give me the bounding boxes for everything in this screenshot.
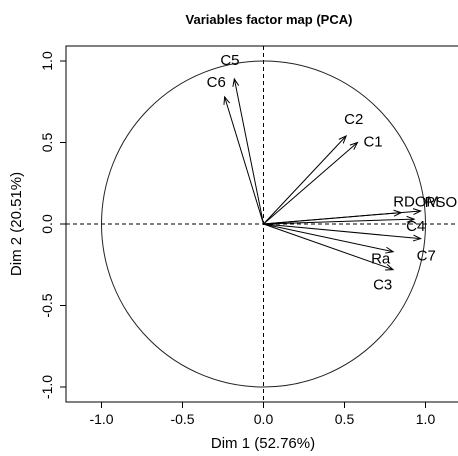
arrow-head bbox=[412, 208, 422, 215]
y-tick-label: 0.0 bbox=[39, 214, 55, 234]
y-tick-label: -0.5 bbox=[39, 293, 55, 317]
arrow-head bbox=[406, 215, 416, 223]
y-tick-label: 1.0 bbox=[39, 51, 55, 71]
arrow-head bbox=[412, 234, 422, 242]
x-axis: -1.0 -0.5 0.0 0.5 1.0 bbox=[89, 401, 436, 427]
variable-label-c3: C3 bbox=[373, 277, 392, 294]
variable-arrow-c2: C2 bbox=[263, 111, 363, 225]
variable-label-c4: C4 bbox=[406, 218, 425, 235]
y-tick-label: 0.5 bbox=[39, 133, 55, 153]
variable-arrow-c7: C7 bbox=[263, 223, 436, 265]
arrow-head bbox=[349, 141, 359, 150]
variable-label-c5: C5 bbox=[220, 52, 239, 69]
x-tick-label: 0.0 bbox=[254, 411, 274, 427]
variable-arrow-c4: C4 bbox=[263, 215, 425, 235]
variable-label-c1: C1 bbox=[363, 134, 382, 151]
variable-arrow-rso: RSO bbox=[263, 194, 458, 225]
x-tick-label: -1.0 bbox=[89, 411, 113, 427]
arrow-head bbox=[223, 95, 231, 105]
y-tick-label: -1.0 bbox=[39, 375, 55, 399]
x-axis-label: Dim 1 (52.76%) bbox=[211, 435, 315, 452]
chart-title: Variables factor map (PCA) bbox=[186, 12, 353, 27]
y-axis: -1.0 -0.5 0.0 0.5 1.0 bbox=[39, 51, 67, 399]
x-tick-label: 1.0 bbox=[416, 411, 436, 427]
variable-label-c7: C7 bbox=[417, 248, 436, 265]
variable-label-c2: C2 bbox=[344, 111, 363, 128]
variable-label-rdom: RDOM bbox=[393, 194, 439, 211]
arrow-head bbox=[338, 134, 348, 144]
variable-arrow-c5: C5 bbox=[220, 52, 264, 225]
y-axis-label: Dim 2 (20.51%) bbox=[8, 172, 25, 276]
x-tick-label: 0.5 bbox=[335, 411, 355, 427]
arrow-head bbox=[385, 263, 395, 271]
variable-label-rso: RSO bbox=[425, 194, 458, 211]
variable-arrow-c3: C3 bbox=[263, 223, 395, 294]
arrow-head bbox=[385, 246, 395, 254]
arrow-head bbox=[232, 77, 240, 87]
variable-arrow-c1: C1 bbox=[263, 134, 383, 225]
variable-arrow-c6: C6 bbox=[207, 74, 264, 225]
variable-label-c6: C6 bbox=[207, 74, 226, 91]
x-tick-label: -0.5 bbox=[170, 411, 194, 427]
